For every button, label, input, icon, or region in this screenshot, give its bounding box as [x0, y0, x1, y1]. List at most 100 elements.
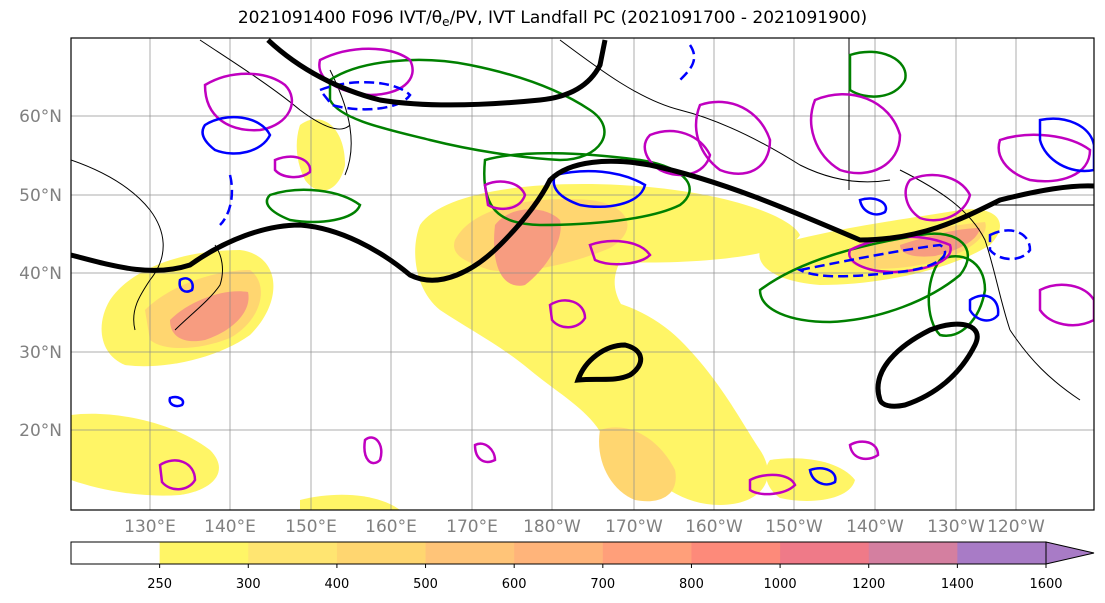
- colorbar-tick-label: 1600: [1029, 577, 1062, 592]
- latitude-label: 30°N: [19, 343, 62, 363]
- theta-e-contour-okhotsk: [317, 81, 412, 111]
- map-frame: [70, 37, 1095, 511]
- colorbar-segment: [336, 542, 427, 564]
- colorbar-frame: [70, 541, 1047, 565]
- colorbar-segment: [514, 542, 604, 564]
- longitude-label: 170°W: [605, 517, 663, 537]
- colorbar-tick-label: 300: [236, 577, 261, 592]
- coastline-japan: [174, 244, 223, 331]
- ivt-region-south-strip: [300, 494, 400, 510]
- latitude-labels: 60°N 50°N 40°N 30°N 20°N: [19, 107, 62, 441]
- title-subscript: e: [442, 15, 450, 29]
- title-theta: θ: [431, 8, 443, 28]
- longitude-label: 130°W: [927, 517, 985, 537]
- colorbar-segment: [868, 542, 958, 564]
- pv-contour-tropical-central: [363, 436, 383, 465]
- ivt-outline-north: [266, 38, 608, 108]
- longitude-label: 150°E: [285, 517, 337, 537]
- colorbar-tick-label: 1200: [852, 577, 885, 592]
- pv-contour-mid-north: [483, 180, 527, 211]
- latitude-label: 20°N: [19, 421, 62, 441]
- coastline-asia: [71, 159, 164, 331]
- theta-e-contour-pnw: [968, 294, 1000, 322]
- pc-contour-pnw: [927, 255, 987, 338]
- coastline-nw-america: [899, 169, 1011, 331]
- longitude-label: 170°E: [446, 517, 498, 537]
- longitude-label: 120°W: [987, 517, 1045, 537]
- theta-e-contour-tropical-west: [168, 395, 185, 408]
- theta-e-contour-coast: [988, 229, 1032, 261]
- colorbar-segment: [425, 542, 515, 564]
- theta-e-contour-japan: [178, 277, 194, 293]
- colorbar-tick-label: 500: [413, 577, 438, 592]
- pv-contour-tropical-west: [158, 459, 197, 491]
- pc-contour-east-pacific: [758, 232, 970, 324]
- pc-contours: [265, 50, 987, 338]
- colorbar-segment: [248, 542, 338, 564]
- ivt-outline-east-loop: [875, 321, 980, 409]
- theta-e-contour-kuril: [219, 174, 234, 226]
- colorbar-segment: [159, 542, 249, 564]
- pv-contour-southwest-us: [1038, 283, 1094, 327]
- theta-e-contour-north-pacific: [552, 169, 647, 209]
- lat-lon-grid: [71, 38, 1094, 510]
- longitude-label: 130°E: [124, 517, 176, 537]
- colorbar-segment: [602, 542, 692, 564]
- latitude-label: 60°N: [19, 107, 62, 127]
- pc-contour-bering: [328, 58, 606, 162]
- theta-e-contour-canada: [1038, 117, 1094, 173]
- pv-contour-siberia: [203, 72, 294, 132]
- coastline-california: [1009, 329, 1081, 401]
- ivt-outline-contours: [71, 38, 1094, 409]
- colorbar-tick-label: 1400: [941, 577, 974, 592]
- map-area: [71, 38, 1094, 510]
- pv-contour-gulf: [694, 100, 772, 175]
- pv-contour-east-small: [848, 440, 880, 461]
- pv-contour-central: [548, 299, 587, 329]
- ivt-outline-subtropical-loop: [574, 342, 644, 383]
- colorbar-tick-label: 600: [502, 577, 527, 592]
- colorbar-tick-label: 1000: [764, 577, 797, 592]
- theta-e-contours: [168, 44, 1094, 486]
- pv-contour-central-east: [588, 239, 652, 266]
- pv-contour-canada: [997, 133, 1092, 183]
- ivt-region-subtropical-mid: [599, 427, 676, 502]
- longitude-label: 160°E: [365, 517, 417, 537]
- longitude-labels: 130°E 140°E 150°E 160°E 170°E 180°W 170°W 160°W…: [124, 517, 1045, 537]
- ivt-outline-main: [71, 158, 1094, 283]
- colorbar-segment: [691, 542, 781, 564]
- title-prefix: 2021091400 F096 IVT/: [237, 8, 432, 28]
- pv-contour-central-north: [643, 129, 712, 177]
- colorbar: [70, 541, 1095, 565]
- theta-e-contour-siberia: [201, 115, 272, 155]
- theta-e-contour-tropical-east: [808, 467, 837, 486]
- ivt-region-central-core: [494, 209, 561, 286]
- longitude-label: 150°W: [765, 517, 823, 537]
- colorbar-segment: [71, 542, 161, 564]
- pv-contour-alaska: [810, 92, 902, 175]
- pv-contour-northeast: [904, 173, 972, 222]
- colorbar-tick-label: 400: [324, 577, 349, 592]
- coastline-kamchatka: [329, 69, 352, 176]
- ivt-region-tropical-west: [71, 413, 219, 496]
- longitude-label: 140°E: [204, 517, 256, 537]
- longitude-label: 180°W: [523, 517, 581, 537]
- pc-contour-kuril: [265, 188, 362, 224]
- title-suffix: /PV, IVT Landfall PC (2021091700 - 20210…: [449, 8, 868, 28]
- colorbar-extend-arrow: [1045, 541, 1095, 565]
- colorbar-segment: [957, 542, 1047, 564]
- theta-e-contour-north: [679, 44, 696, 81]
- latitude-label: 40°N: [19, 264, 62, 284]
- colorbar-segment: [780, 542, 870, 564]
- pv-contour-kamchatka: [273, 155, 312, 179]
- ivt-region-japan-core: [170, 291, 249, 342]
- pv-contour-tropical-mid: [473, 442, 497, 464]
- pv-contour-tropical-east: [748, 473, 797, 496]
- coastlines: [71, 38, 1094, 401]
- colorbar-tick-labels: 250 300 400 500 600 700 800 1000 1200 1400 1600: [147, 564, 1063, 592]
- pc-contour-alaska: [848, 50, 907, 98]
- map-title: 2021091400 F096 IVT/θe/PV, IVT Landfall …: [0, 8, 1105, 29]
- theta-e-contour-small-ne: [858, 197, 888, 216]
- theta-e-contour-east: [796, 243, 947, 278]
